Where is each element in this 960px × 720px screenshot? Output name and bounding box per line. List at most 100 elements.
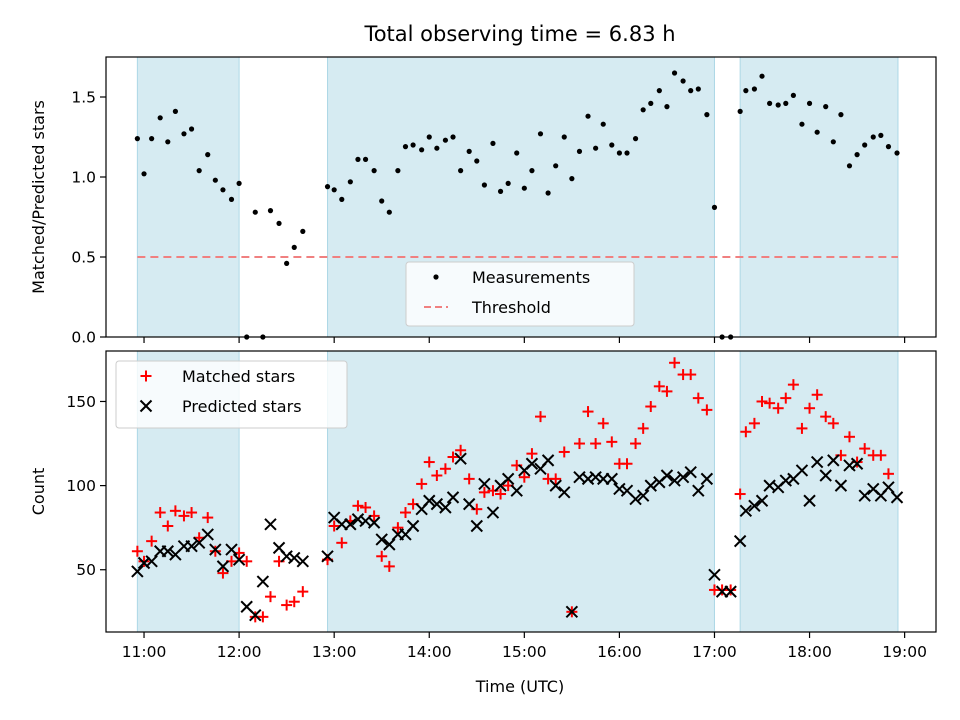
bottom-data-point — [416, 478, 428, 490]
top-observing-window — [739, 56, 899, 338]
bottom-data-point — [281, 599, 293, 611]
top-data-point — [276, 220, 282, 226]
bottom-data-point — [406, 519, 420, 533]
top-data-point — [711, 204, 718, 210]
top-data-point — [426, 134, 432, 140]
bottom-data-point — [209, 543, 222, 556]
top-data-point — [331, 187, 337, 193]
top-axes-frame — [105, 56, 937, 338]
bottom-data-point — [858, 489, 871, 502]
bottom-x-tick-label: 19:00 — [882, 643, 927, 661]
bottom-data-point — [803, 494, 816, 507]
top-data-point — [640, 107, 646, 113]
bottom-data-point — [510, 484, 523, 497]
bottom-data-point — [463, 473, 475, 485]
bottom-observing-window — [739, 350, 899, 633]
bottom-data-point — [795, 464, 809, 477]
top-x-axis — [143, 337, 906, 343]
bottom-data-point — [692, 392, 704, 404]
bottom-data-point — [645, 401, 657, 413]
bottom-data-point — [296, 555, 310, 568]
bottom-y-tick-label: 150 — [66, 393, 96, 411]
top-data-point — [395, 168, 401, 174]
top-data-point — [737, 108, 743, 114]
bottom-data-point — [288, 551, 301, 565]
bottom-data-point — [336, 537, 348, 549]
bottom-data-point — [637, 422, 649, 434]
bottom-data-point — [344, 518, 357, 531]
bottom-data-point — [804, 402, 816, 414]
top-data-point — [450, 134, 456, 140]
top-data-point — [885, 144, 892, 150]
top-data-point — [371, 168, 377, 174]
bottom-data-point — [367, 516, 381, 529]
bottom-data-point — [495, 488, 507, 500]
top-legend: Measurements Threshold — [405, 261, 635, 327]
top-y-tick-label: 0.5 — [71, 249, 96, 267]
top-data-point — [236, 180, 242, 186]
top-data-point — [134, 136, 140, 142]
top-data-point — [347, 179, 353, 185]
bottom-data-point — [478, 477, 491, 491]
top-data-point — [846, 163, 853, 169]
bottom-data-point — [186, 507, 198, 519]
bottom-data-point — [549, 479, 562, 492]
bottom-data-point — [232, 553, 246, 566]
bottom-data-point — [859, 443, 871, 455]
bottom-data-point — [629, 492, 642, 506]
bottom-x-tick-label: 17:00 — [692, 643, 737, 661]
top-data-point — [671, 70, 678, 76]
top-data-point — [442, 137, 449, 143]
bottom-data-point — [383, 560, 395, 572]
top-data-point — [141, 171, 147, 177]
bottom-data-point — [288, 596, 300, 608]
bottom-data-point — [431, 470, 443, 482]
bottom-data-point — [217, 567, 229, 579]
bottom-data-point — [541, 454, 555, 467]
bottom-x-axis: 11:00 12:00 13:00 14:00 15:00 16:00 17:00 18:00… — [122, 632, 927, 661]
top-legend-label: Threshold — [471, 298, 551, 317]
bottom-panel: 11:00 12:00 13:00 14:00 15:00 16:00 17:00 18:00… — [29, 350, 937, 661]
top-legend-entry: Measurements — [433, 268, 590, 287]
bottom-data-point — [843, 431, 855, 443]
top-legend-label: Measurements — [472, 268, 590, 287]
bottom-data-point — [787, 379, 799, 391]
top-panel: 0.0 0.5 1.0 1.5 Matched/Predicted stars Measu… — [29, 56, 937, 347]
top-data-point — [695, 86, 701, 92]
top-data-point — [410, 142, 416, 148]
top-data-point — [894, 150, 900, 156]
top-data-point — [228, 196, 235, 202]
bottom-data-point — [328, 520, 340, 532]
top-data-point — [553, 163, 559, 169]
bottom-data-point — [447, 451, 459, 463]
top-data-point — [157, 115, 163, 121]
bottom-data-point — [241, 555, 253, 567]
top-data-point — [402, 144, 409, 150]
top-y-tick-label: 0.0 — [71, 329, 96, 347]
bottom-x-tick-label: 15:00 — [502, 643, 547, 661]
top-legend-box — [405, 261, 635, 327]
top-data-point — [814, 129, 820, 135]
bottom-data-point — [669, 357, 681, 369]
top-data-point — [609, 142, 615, 148]
top-data-point — [362, 156, 369, 162]
bottom-data-point — [755, 494, 769, 507]
bottom-data-point — [668, 474, 681, 487]
bottom-x-tick-label: 14:00 — [407, 643, 452, 661]
bottom-data-point — [558, 446, 570, 458]
top-data-point — [545, 190, 551, 196]
top-data-point — [790, 92, 796, 98]
top-data-point — [767, 100, 773, 106]
bottom-data-point — [264, 518, 277, 531]
bottom-data-point — [820, 411, 832, 423]
top-data-point — [823, 104, 829, 110]
bottom-data-point — [257, 611, 269, 623]
top-data-point — [585, 113, 591, 119]
bottom-data-point — [201, 528, 214, 541]
top-data-point — [252, 209, 258, 215]
top-data-point — [434, 145, 440, 151]
bottom-data-point — [216, 560, 230, 573]
bottom-data-point — [297, 586, 309, 598]
top-data-point — [632, 136, 639, 142]
top-data-point — [490, 140, 496, 146]
